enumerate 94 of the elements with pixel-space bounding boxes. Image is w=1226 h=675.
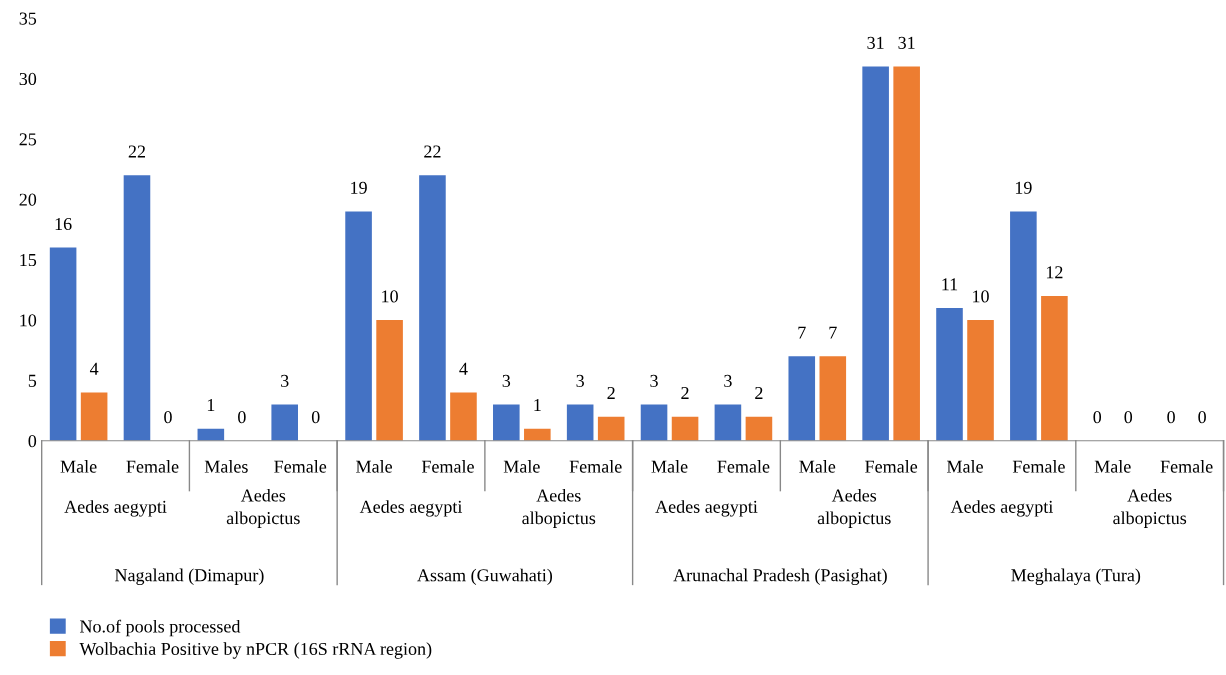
x-tick-label: Female (717, 460, 770, 473)
bar (49, 247, 77, 441)
y-tick-label: 5 (28, 374, 37, 387)
data-label: 11 (942, 278, 958, 291)
bar (788, 356, 816, 441)
x-tick-label: Female (1012, 460, 1065, 473)
text: Aedes albopictus (522, 488, 596, 528)
data-label: 2 (681, 386, 689, 399)
text: Arunachal Pradesh (Pasighat) (673, 568, 887, 586)
y-tick-label: 30 (19, 72, 37, 86)
bar (419, 175, 446, 441)
data-label: 10 (382, 290, 398, 303)
data-label: 0 (311, 411, 320, 424)
y-tick-label: 0 (28, 435, 37, 448)
legend-label: Wolbachia Positive by nPCR (16S rRNA region) (79, 642, 432, 659)
data-label: 3 (724, 374, 732, 387)
text: Assam (Guwahati) (417, 568, 553, 586)
data-label: 19 (351, 181, 367, 194)
data-label: 12 (1046, 266, 1063, 279)
x-tick-label: Male (946, 460, 983, 473)
text: Aedes aegypti (64, 500, 167, 517)
bar (862, 66, 889, 441)
data-label: 1 (534, 399, 541, 411)
data-label: 0 (1167, 411, 1175, 424)
data-label: 3 (281, 374, 289, 387)
data-label: 3 (576, 374, 584, 387)
bar (936, 307, 963, 441)
bar (80, 392, 108, 441)
data-label: 2 (755, 386, 763, 399)
text: Aedes albopictus (1113, 488, 1187, 528)
x-tick-label: Male (503, 460, 540, 473)
text: Meghalaya (Tura) (1011, 568, 1141, 586)
x-tick-label: Male (799, 460, 836, 473)
data-label: 0 (1093, 411, 1102, 424)
bar (450, 392, 477, 441)
x-tick-label: Female (569, 460, 622, 473)
data-label: 16 (55, 217, 72, 231)
data-label: 22 (424, 145, 441, 158)
data-label: 0 (1198, 411, 1206, 424)
x-tick-label: Female (421, 460, 474, 473)
text: Aedes aegypti (950, 500, 1053, 517)
bar (123, 175, 151, 441)
bar (376, 320, 403, 441)
y-tick-label: 25 (19, 133, 37, 146)
bar (671, 416, 699, 441)
x-tick-label: Female (865, 460, 918, 473)
data-label: 7 (798, 326, 806, 339)
bar (640, 404, 668, 441)
x-tick-label: Male (356, 460, 393, 473)
bar (745, 416, 773, 441)
x-tick-label: Male (1094, 460, 1131, 473)
bar (271, 404, 298, 441)
data-label: 1 (207, 399, 215, 411)
data-label: 4 (459, 362, 468, 375)
bar (597, 416, 625, 441)
data-label: 22 (128, 145, 145, 158)
text: Aedes albopictus (817, 488, 891, 528)
data-label: 3 (502, 374, 511, 387)
y-tick-label: 35 (19, 12, 37, 25)
legend-label: No.of pools processed (79, 619, 241, 637)
data-label: 10 (973, 290, 989, 303)
x-tick-label: Female (274, 460, 327, 473)
bar (819, 356, 847, 441)
bar (493, 404, 520, 441)
data-label: 4 (89, 362, 99, 375)
x-tick-label: Female (126, 460, 179, 473)
data-label: 7 (829, 326, 837, 339)
y-tick-label: 15 (20, 254, 37, 267)
bar (1041, 295, 1068, 441)
text: Aedes albopictus (226, 488, 300, 528)
data-label: 2 (607, 386, 615, 399)
x-tick-label: Male (651, 460, 688, 473)
x-tick-label: Female (1160, 460, 1213, 473)
bar (345, 211, 372, 441)
data-label: 0 (1124, 411, 1133, 424)
bar (893, 66, 920, 441)
data-label: 3 (650, 374, 658, 387)
bar (1010, 211, 1037, 441)
bar (967, 320, 994, 441)
data-label: 31 (898, 36, 915, 49)
y-tick-label: 20 (19, 193, 37, 206)
text: Aedes aegypti (655, 500, 758, 517)
data-label: 0 (164, 411, 172, 424)
data-label: 0 (238, 411, 246, 424)
bar (524, 428, 551, 441)
data-label: 19 (1015, 181, 1032, 194)
text: Nagaland (Dimapur) (114, 568, 264, 586)
x-tick-label: Males (204, 460, 248, 473)
text: Aedes aegypti (359, 500, 463, 517)
bar (714, 404, 742, 441)
data-label: 31 (867, 36, 884, 49)
y-tick-label: 10 (20, 314, 37, 327)
x-tick-label: Male (60, 460, 97, 473)
bar (566, 404, 594, 441)
